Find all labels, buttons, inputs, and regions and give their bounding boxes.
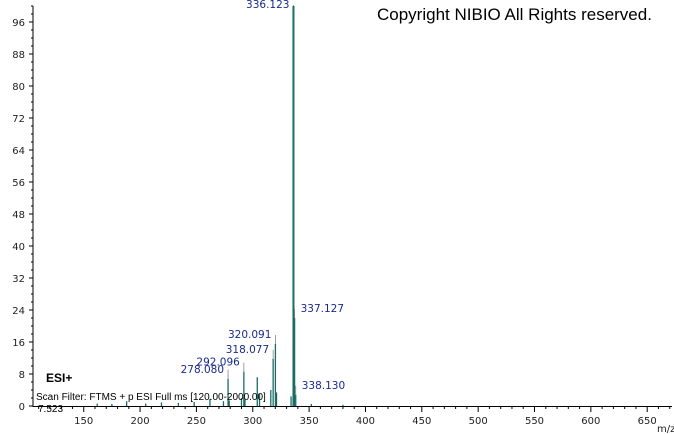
y-tick-label: 56 — [12, 178, 25, 189]
peak-label: 292.096 — [196, 357, 240, 369]
copyright-notice: Copyright NIBIO All Rights reserved. — [377, 5, 652, 24]
x-tick-label: 650 — [638, 416, 657, 427]
x-tick-label: 250 — [187, 416, 206, 427]
peak-label: 320.091 — [228, 329, 271, 341]
axes: 0 8 16 24 32 40 48 56 64 72 80 88 96 150 200 250 300 350 4… — [12, 5, 672, 427]
peak-label: 278.080 — [181, 364, 224, 376]
x-tick-label: 150 — [74, 416, 93, 427]
x-tick-label: 400 — [356, 416, 375, 427]
x-tick-label: 300 — [243, 416, 262, 427]
y-tick-label: 96 — [12, 18, 25, 29]
x-tick-label: 350 — [300, 416, 319, 427]
y-tick-label: 8 — [19, 370, 25, 381]
peak-label: 318.077 — [226, 344, 269, 356]
y-tick-label: 40 — [12, 242, 25, 253]
x-tick-label: 500 — [469, 416, 488, 427]
y-tick-label: 64 — [12, 146, 25, 157]
y-tick-label: 24 — [12, 306, 25, 317]
x-tick-label: 550 — [525, 416, 544, 427]
x-tick-label: 200 — [131, 416, 150, 427]
ionization-mode: ESI+ — [46, 371, 72, 385]
y-tick-label: 16 — [12, 338, 25, 349]
retention-time: 7.523 — [38, 404, 63, 415]
x-tick-label: 450 — [412, 416, 431, 427]
y-tick-label: 0 — [19, 402, 25, 413]
scan-filter: Scan Filter: FTMS + p ESI Full ms [120.0… — [36, 392, 266, 403]
y-tick-label: 80 — [12, 82, 25, 93]
x-tick-label: 600 — [581, 416, 600, 427]
peak-label: 337.127 — [301, 303, 344, 315]
peak-series — [96, 6, 344, 406]
y-tick-label: 32 — [12, 274, 25, 285]
x-axis-label: m/z — [657, 424, 674, 434]
y-tick-label: 48 — [12, 210, 25, 221]
y-tick-label: 88 — [12, 50, 25, 61]
peak-label: 338.130 — [302, 380, 345, 392]
peak-label: 336.123 — [246, 0, 289, 11]
y-tick-label: 72 — [12, 114, 25, 125]
